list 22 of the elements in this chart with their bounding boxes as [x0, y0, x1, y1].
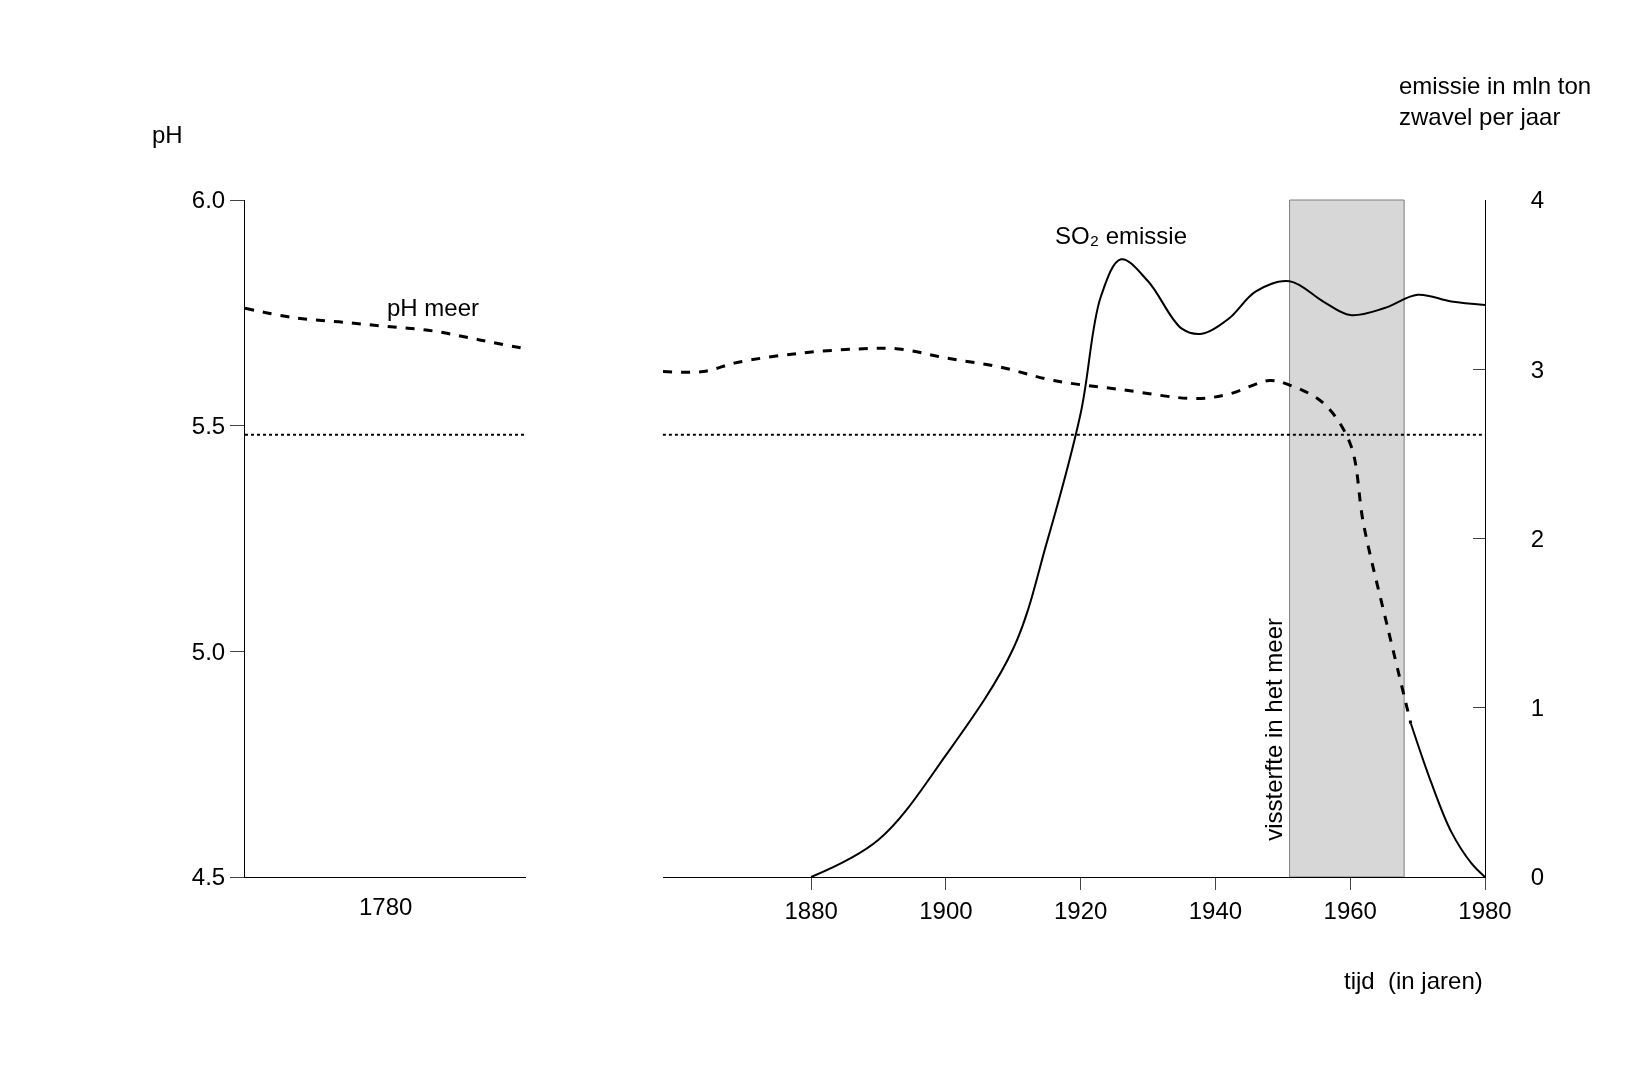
x-tick-label: 1980	[1458, 896, 1512, 924]
band-label: vissterfte in het meer	[1260, 617, 1288, 841]
y-axis-title: pH	[152, 121, 183, 148]
y2-tick-label: 3	[1530, 355, 1545, 383]
x-axis-title: tijd (in jaren)	[1344, 967, 1483, 994]
y-tick-label: 6.0	[191, 186, 226, 214]
x-tick-label: 1920	[1053, 896, 1108, 924]
y-tick-label: 4.5	[191, 863, 226, 891]
y2-tick-label: 1	[1530, 694, 1545, 722]
x-tick-label: 1960	[1323, 896, 1377, 924]
y-tick-label: 5.0	[191, 637, 226, 665]
y2-tick-label: 2	[1530, 524, 1545, 552]
text: 1780	[359, 893, 413, 920]
series-label: SO₂ emissie	[1055, 222, 1188, 249]
y2-tick-label: 4	[1530, 186, 1545, 214]
y-tick-label: 5.5	[191, 412, 226, 440]
y2-axis-title: emissie in mln ton zwavel per jaar	[1399, 72, 1592, 131]
x-tick-label: 1900	[919, 896, 973, 924]
x-tick-label: 1940	[1188, 896, 1243, 924]
series-label: pH meer	[387, 294, 480, 321]
y2-tick-label: 0	[1530, 863, 1545, 891]
x-tick-label: 1880	[784, 896, 838, 924]
